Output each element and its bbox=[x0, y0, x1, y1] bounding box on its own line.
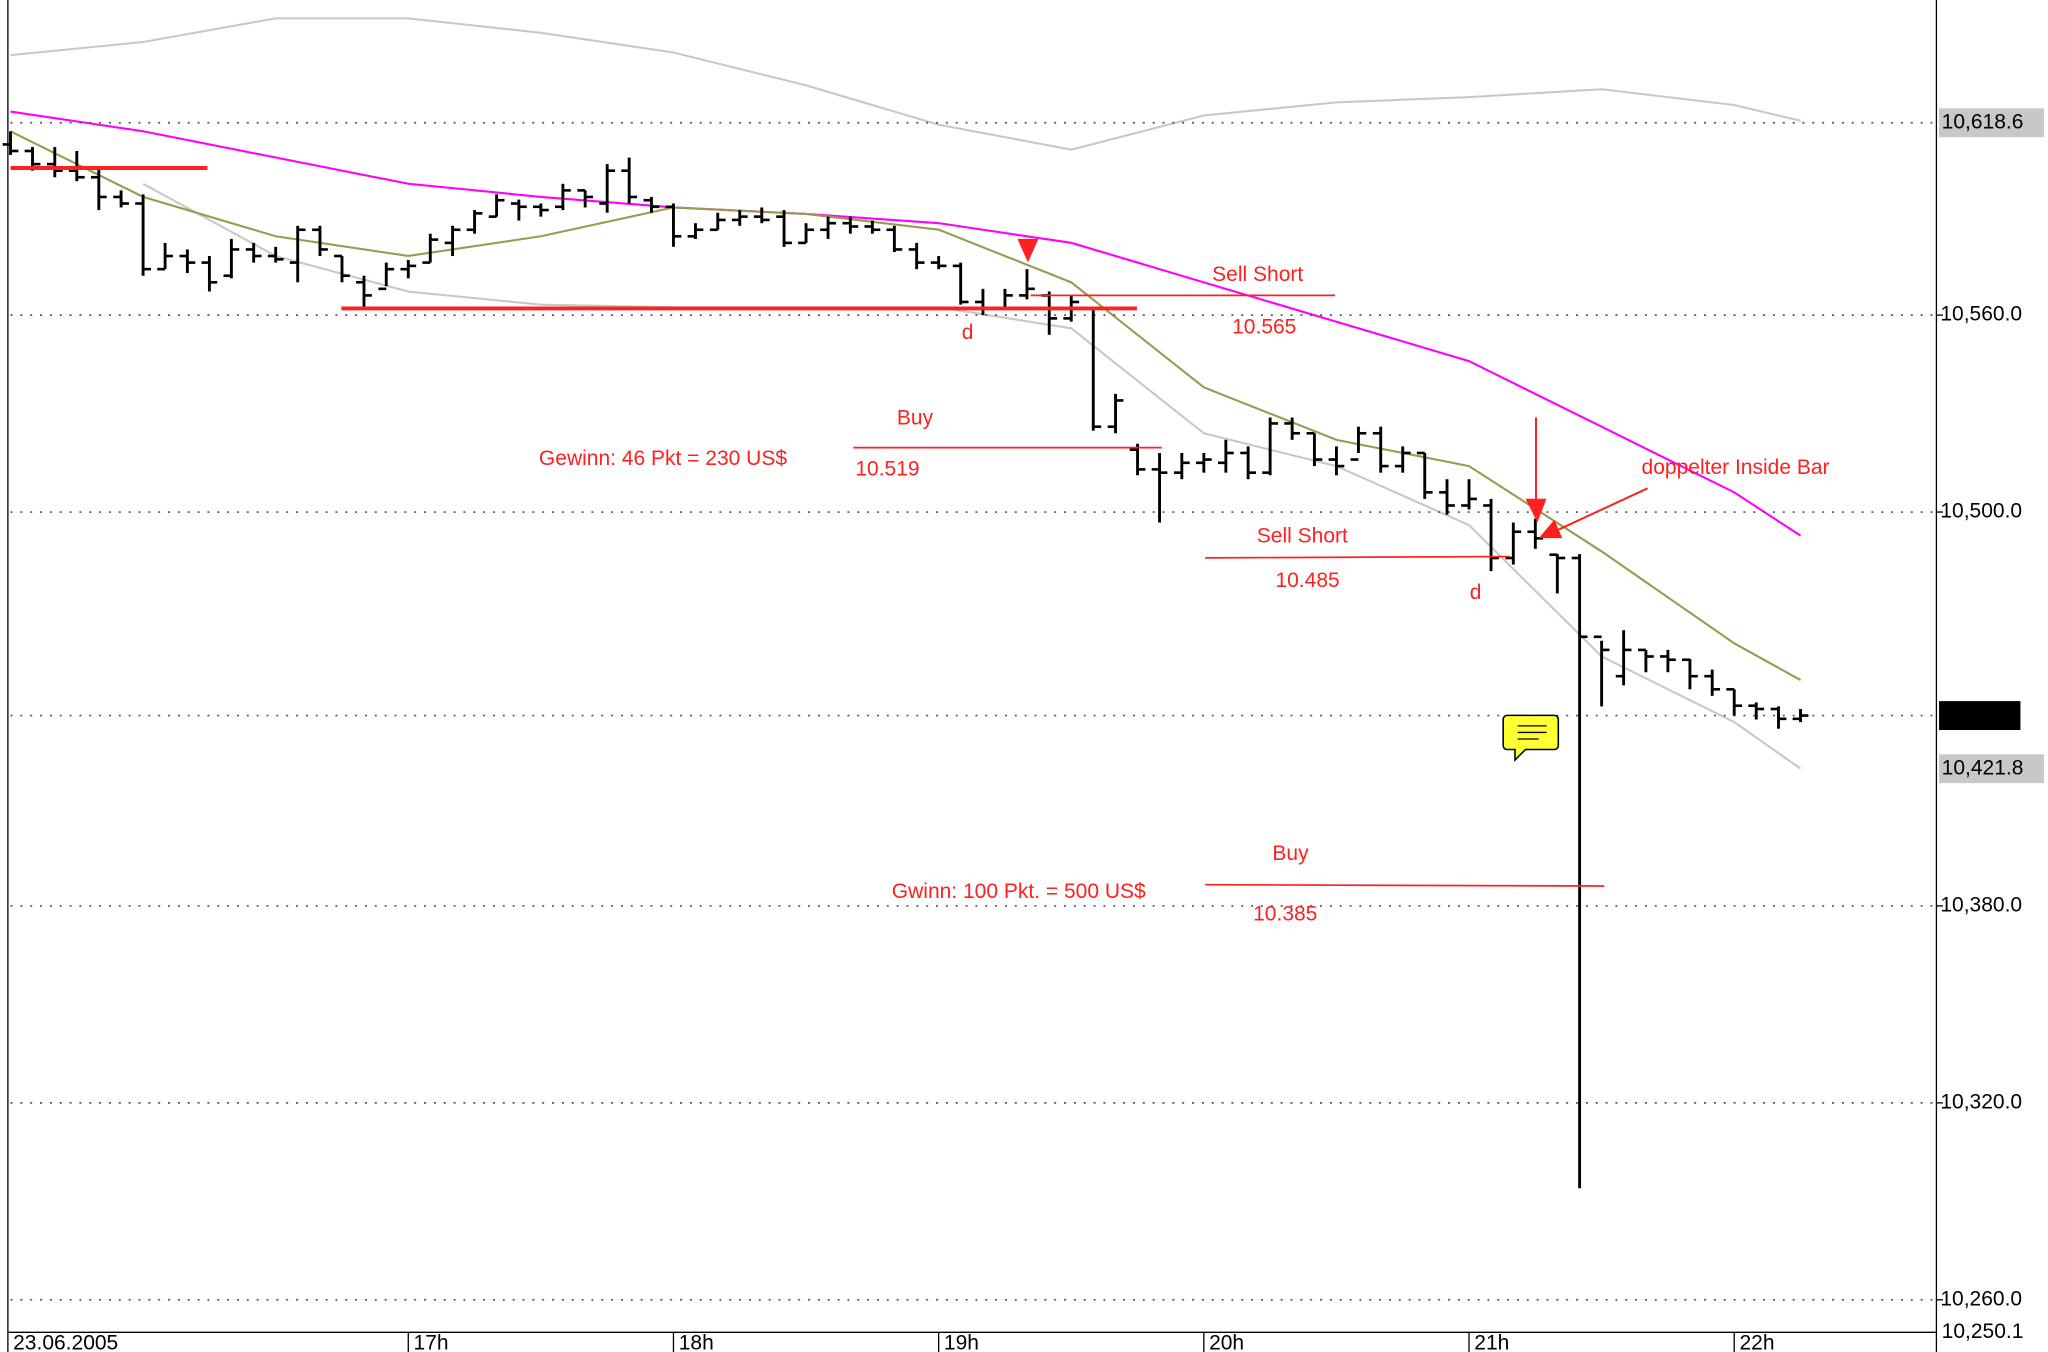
arrow-head bbox=[1525, 498, 1547, 523]
x-tick-label: 18h bbox=[679, 1332, 714, 1352]
y-tick-label: 10,500.0 bbox=[1940, 500, 2022, 523]
price-label: 10,618.6 bbox=[1942, 110, 2024, 133]
annotation: Sell Short bbox=[1212, 263, 1303, 286]
annotation: 10.519 bbox=[855, 457, 919, 480]
arrow-shaft bbox=[1556, 487, 1649, 532]
x-tick-label: 21h bbox=[1474, 1332, 1509, 1352]
price-label: 10,438 bbox=[1942, 703, 2006, 726]
annotation: d bbox=[1470, 581, 1482, 604]
annotation: Gewinn: 46 Pkt = 230 US$ bbox=[539, 447, 787, 470]
x-tick-label: 17h bbox=[414, 1332, 449, 1352]
x-tick-label: 19h bbox=[944, 1332, 979, 1352]
annotation: Buy bbox=[1272, 842, 1309, 865]
price-label-box bbox=[1939, 701, 2021, 730]
bars bbox=[2, 131, 1809, 1189]
x-tick-label: 23.06.2005 bbox=[13, 1332, 118, 1352]
annotation-drawings bbox=[10, 166, 1649, 887]
annotation: Gwinn: 100 Pkt. = 500 US$ bbox=[892, 880, 1146, 903]
y-tick-label: 10,260.0 bbox=[1940, 1287, 2022, 1310]
annotation: Sell Short bbox=[1257, 524, 1348, 547]
x-tick-label: 22h bbox=[1739, 1332, 1774, 1352]
price-label-box bbox=[1939, 108, 2045, 138]
price-label-box bbox=[1939, 754, 2045, 784]
price-label: 10,250.1 bbox=[1942, 1320, 2024, 1343]
annotation: Buy bbox=[897, 406, 934, 429]
annotation: 10.385 bbox=[1253, 902, 1317, 925]
arrow-head bbox=[1538, 519, 1563, 539]
grid: 10,260.0 10,320.0 10,380.0 10,500.0 10,560.0… bbox=[7, 108, 2045, 1352]
price-label: 10,421.8 bbox=[1942, 756, 2024, 779]
entry-line bbox=[1205, 555, 1510, 559]
exit-line bbox=[1205, 883, 1605, 887]
annotation: doppelter Inside Bar bbox=[1642, 456, 1830, 479]
indicator-line bbox=[10, 17, 1801, 151]
y-tick-label: 10,380.0 bbox=[1940, 893, 2022, 916]
price-label-box bbox=[1939, 1317, 2045, 1347]
x-tick-label: 20h bbox=[1209, 1332, 1244, 1352]
annotation: 10.485 bbox=[1275, 569, 1339, 592]
note-icon[interactable] bbox=[1502, 714, 1560, 762]
annotation: 10.565 bbox=[1232, 316, 1296, 339]
annotation: d bbox=[962, 321, 974, 344]
indicator-line bbox=[10, 110, 1802, 537]
y-tick-label: 10,320.0 bbox=[1940, 1090, 2022, 1113]
signal-arrow bbox=[1017, 238, 1039, 263]
y-tick-label: 10,560.0 bbox=[1940, 303, 2022, 326]
